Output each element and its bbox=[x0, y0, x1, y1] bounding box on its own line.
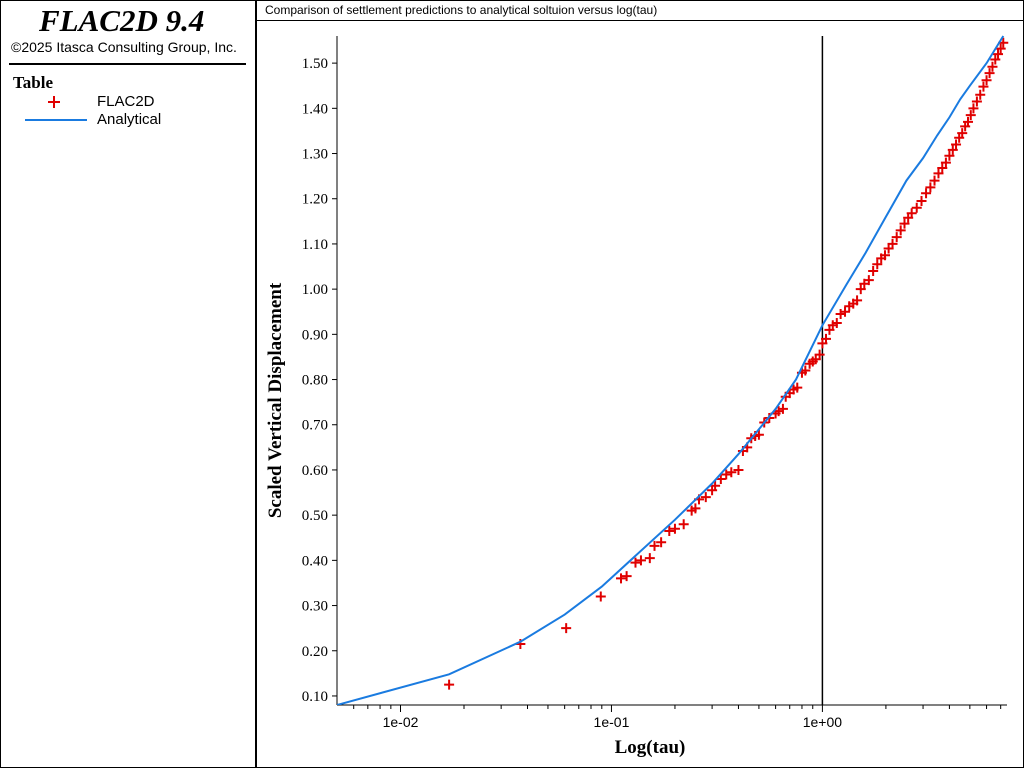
data-point-flac2d bbox=[963, 116, 974, 127]
data-point-flac2d bbox=[777, 403, 788, 414]
data-point-flac2d bbox=[887, 238, 898, 249]
x-tick-label: 1e-01 bbox=[594, 714, 630, 730]
data-point-flac2d bbox=[800, 365, 811, 376]
y-tick-label: 0.90 bbox=[302, 327, 328, 343]
data-point-flac2d bbox=[990, 54, 1001, 65]
data-point-flac2d bbox=[664, 525, 675, 536]
y-tick-label: 0.80 bbox=[302, 373, 328, 389]
y-axis-title: Scaled Vertical Displacement bbox=[265, 282, 286, 518]
chart-plot: 0.10 0.20 0.30 0.40 0.50 0.60 0.70 0.80 0.90 1.00… bbox=[265, 35, 1009, 758]
data-point-flac2d bbox=[852, 295, 863, 306]
data-point-flac2d bbox=[916, 195, 927, 206]
legend-label-flac2d: FLAC2D bbox=[97, 93, 155, 110]
plus-marker-icon bbox=[48, 96, 60, 108]
data-point-flac2d bbox=[621, 571, 632, 582]
legend-item-analytical[interactable]: Analytical bbox=[21, 111, 241, 129]
x-tick-label: 1e-02 bbox=[383, 714, 419, 730]
data-point-flac2d bbox=[995, 43, 1006, 54]
y-tick-label: 0.60 bbox=[302, 463, 328, 479]
data-point-flac2d bbox=[561, 623, 572, 634]
x-axis-title: Log(tau) bbox=[615, 737, 686, 758]
data-point-flac2d bbox=[733, 464, 744, 475]
data-point-flac2d bbox=[835, 308, 846, 319]
data-point-flac2d bbox=[984, 68, 995, 79]
data-point-flac2d bbox=[644, 553, 655, 564]
chart-panel bbox=[256, 0, 1024, 768]
y-tick-label: 1.30 bbox=[302, 147, 328, 163]
legend-label-analytical: Analytical bbox=[97, 111, 162, 128]
data-point-flac2d bbox=[649, 540, 660, 551]
data-point-flac2d bbox=[630, 557, 641, 568]
y-tick-label: 0.10 bbox=[302, 689, 328, 705]
data-point-flac2d bbox=[616, 573, 627, 584]
y-tick-label: 0.70 bbox=[302, 418, 328, 434]
data-point-flac2d bbox=[957, 128, 968, 139]
app-title: FLAC2D 9.4 bbox=[39, 3, 205, 38]
data-point-flac2d bbox=[820, 333, 831, 344]
data-point-flac2d bbox=[895, 225, 906, 236]
y-tick-label: 0.40 bbox=[302, 553, 328, 569]
y-tick-label: 0.30 bbox=[302, 599, 328, 615]
data-point-flac2d bbox=[879, 250, 890, 261]
chart-title-bar: Comparison of settlement predictions to … bbox=[257, 0, 1023, 21]
data-point-flac2d bbox=[872, 259, 883, 270]
data-point-flac2d bbox=[721, 469, 732, 480]
data-point-flac2d bbox=[678, 519, 689, 530]
legend-title: Table bbox=[13, 73, 54, 92]
data-point-flac2d bbox=[899, 218, 910, 229]
data-point-flac2d bbox=[726, 467, 737, 478]
line-marker-icon bbox=[25, 119, 87, 121]
data-point-flac2d bbox=[656, 537, 667, 548]
data-point-flac2d bbox=[951, 139, 962, 150]
y-tick-label: 1.20 bbox=[302, 192, 328, 208]
data-point-flac2d bbox=[710, 480, 721, 491]
data-point-flac2d bbox=[937, 162, 948, 173]
data-point-flac2d bbox=[906, 208, 917, 219]
data-point-flac2d bbox=[840, 306, 851, 317]
data-point-flac2d bbox=[981, 75, 992, 86]
data-point-flac2d bbox=[831, 318, 842, 329]
legend-item-flac2d[interactable]: FLAC2D bbox=[21, 93, 241, 111]
data-point-flac2d bbox=[855, 284, 866, 295]
data-point-flac2d bbox=[940, 157, 951, 168]
series-line-analytical bbox=[337, 35, 1005, 705]
data-point-flac2d bbox=[891, 232, 902, 243]
data-point-flac2d bbox=[669, 523, 680, 534]
chart-title: Comparison of settlement predictions to … bbox=[265, 3, 658, 17]
y-tick-label: 1.00 bbox=[302, 282, 328, 298]
data-point-flac2d bbox=[690, 503, 701, 514]
data-point-flac2d bbox=[700, 492, 711, 503]
data-point-flac2d bbox=[929, 175, 940, 186]
y-tick-label: 1.50 bbox=[302, 56, 328, 72]
data-point-flac2d bbox=[715, 473, 726, 484]
data-point-flac2d bbox=[863, 275, 874, 286]
data-point-flac2d bbox=[987, 61, 998, 72]
data-point-flac2d bbox=[444, 679, 455, 690]
data-point-flac2d bbox=[971, 96, 982, 107]
data-point-flac2d bbox=[911, 202, 922, 213]
y-tick-label: 1.40 bbox=[302, 101, 328, 117]
data-point-flac2d bbox=[978, 81, 989, 92]
y-tick-label: 1.10 bbox=[302, 237, 328, 253]
data-point-flac2d bbox=[965, 110, 976, 121]
data-point-flac2d bbox=[635, 555, 646, 566]
y-tick-label: 0.20 bbox=[302, 644, 328, 660]
copyright-text: ©2025 Itasca Consulting Group, Inc. bbox=[11, 39, 237, 55]
x-tick-label: 1e+00 bbox=[803, 714, 843, 730]
data-point-flac2d bbox=[868, 266, 879, 277]
y-tick-label: 0.50 bbox=[302, 508, 328, 524]
legend-divider bbox=[9, 63, 246, 65]
data-point-flac2d bbox=[993, 49, 1004, 60]
data-point-flac2d bbox=[944, 150, 955, 161]
data-point-flac2d bbox=[921, 188, 932, 199]
legend-panel: FLAC2D 9.4 ©2025 Itasca Consulting Group… bbox=[0, 0, 257, 768]
data-point-flac2d bbox=[933, 168, 944, 179]
data-point-flac2d bbox=[968, 103, 979, 114]
data-point-flac2d bbox=[792, 382, 803, 393]
data-point-flac2d bbox=[925, 182, 936, 193]
data-point-flac2d bbox=[814, 349, 825, 360]
data-point-flac2d bbox=[947, 144, 958, 155]
data-point-flac2d bbox=[975, 89, 986, 100]
data-point-flac2d bbox=[595, 591, 606, 602]
